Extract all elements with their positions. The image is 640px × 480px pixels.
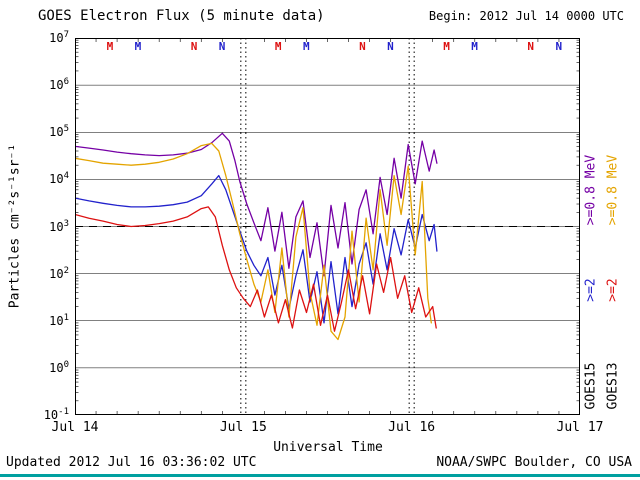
begin-timestamp: Begin: 2012 Jul 14 0000 UTC [428, 9, 624, 23]
local-noon-marker: N [190, 40, 198, 53]
credit-text: NOAA/SWPC Boulder, CO USA [436, 455, 632, 470]
local-noon-marker: N [387, 40, 394, 53]
legend-goes13-ge2-label: >=2 [605, 278, 621, 302]
local-noon-marker: N [527, 40, 535, 53]
y-tick-label: 104 [49, 171, 69, 187]
local-midnight-marker: M [471, 40, 478, 53]
legend-goes15-ge2-label: >=2 [583, 278, 599, 302]
x-tick-label: Jul 17 [556, 420, 604, 435]
y-tick-label: 103 [49, 218, 69, 234]
y-tick-label: 106 [49, 77, 69, 93]
local-noon-marker: N [218, 40, 226, 53]
local-midnight-marker: M [274, 40, 282, 53]
legend-goes13-satellite-label: GOES13 [605, 362, 621, 410]
local-noon-marker: N [359, 40, 366, 53]
local-midnight-marker: M [134, 40, 142, 53]
y-tick-label: 101 [49, 312, 69, 328]
legend-goes15-satellite-label: GOES15 [583, 362, 599, 410]
y-axis-tick-labels: 107 106 105 104 103 102 101 100 10-1 [0, 0, 69, 480]
local-midnight-marker: M [302, 40, 310, 53]
y-tick-label: 105 [49, 124, 69, 140]
footer-rule [0, 474, 640, 477]
local-noon-marker: N [555, 40, 563, 53]
updated-timestamp: Updated 2012 Jul 16 03:36:02 UTC [6, 455, 257, 470]
local-midnight-marker: M [443, 40, 450, 53]
chart-title: GOES Electron Flux (5 minute data) [38, 8, 325, 24]
legend-goes13-ge08-label: >=0.8 MeV [605, 154, 621, 226]
y-tick-label: 100 [49, 359, 69, 375]
x-tick-label: Jul 15 [219, 420, 267, 435]
x-tick-label: Jul 14 [51, 420, 99, 435]
x-tick-label: Jul 16 [388, 420, 436, 435]
flux-plot-canvas [75, 38, 580, 415]
y-tick-label: 10-1 [43, 407, 69, 422]
y-tick-label: 107 [49, 30, 69, 45]
legend-goes15-ge08-label: >=0.8 MeV [583, 154, 599, 226]
x-axis-tick-labels: Jul 14 Jul 15 Jul 16 Jul 17 [0, 420, 640, 436]
local-midnight-marker: M [106, 40, 114, 53]
y-tick-label: 102 [49, 265, 69, 281]
x-axis-label: Universal Time [273, 440, 383, 455]
